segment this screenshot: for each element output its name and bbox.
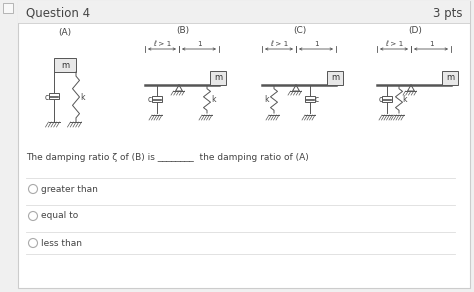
Text: c: c — [45, 93, 49, 102]
Bar — [442, 71, 458, 85]
Bar — [382, 95, 392, 102]
Text: c: c — [315, 95, 319, 104]
Text: c: c — [379, 95, 383, 104]
Text: k: k — [403, 95, 407, 104]
Text: ℓ > 1: ℓ > 1 — [385, 41, 403, 47]
FancyBboxPatch shape — [18, 1, 470, 288]
Text: (D): (D) — [408, 27, 422, 36]
Text: greater than: greater than — [41, 185, 98, 194]
Text: m: m — [214, 74, 222, 83]
Bar — [54, 58, 76, 72]
Text: 1: 1 — [428, 41, 433, 47]
Text: 1: 1 — [197, 41, 201, 47]
Text: (A): (A) — [58, 29, 72, 37]
Circle shape — [28, 239, 37, 248]
Circle shape — [28, 211, 37, 220]
Text: ℓ > 1: ℓ > 1 — [270, 41, 288, 47]
Bar — [210, 71, 226, 85]
Text: m: m — [446, 74, 454, 83]
Bar — [152, 95, 162, 102]
Bar — [327, 71, 343, 85]
Text: less than: less than — [41, 239, 82, 248]
Circle shape — [28, 185, 37, 194]
Text: Question 4: Question 4 — [26, 6, 90, 20]
Text: 1: 1 — [314, 41, 319, 47]
Text: ℓ > 1: ℓ > 1 — [153, 41, 171, 47]
Text: k: k — [212, 95, 216, 104]
Text: m: m — [61, 60, 69, 69]
Bar — [49, 93, 59, 99]
Text: m: m — [331, 74, 339, 83]
Bar — [18, 1, 470, 23]
Text: 3 pts: 3 pts — [434, 6, 463, 20]
Text: k: k — [265, 95, 269, 104]
Text: c: c — [148, 95, 152, 104]
Text: equal to: equal to — [41, 211, 78, 220]
Text: (B): (B) — [176, 27, 190, 36]
Text: (C): (C) — [293, 27, 307, 36]
Bar — [305, 95, 315, 102]
Bar — [3, 3, 13, 13]
Text: k: k — [81, 93, 85, 102]
Text: The damping ratio ζ of (B) is ________  the damping ratio of (A): The damping ratio ζ of (B) is ________ t… — [26, 154, 309, 163]
